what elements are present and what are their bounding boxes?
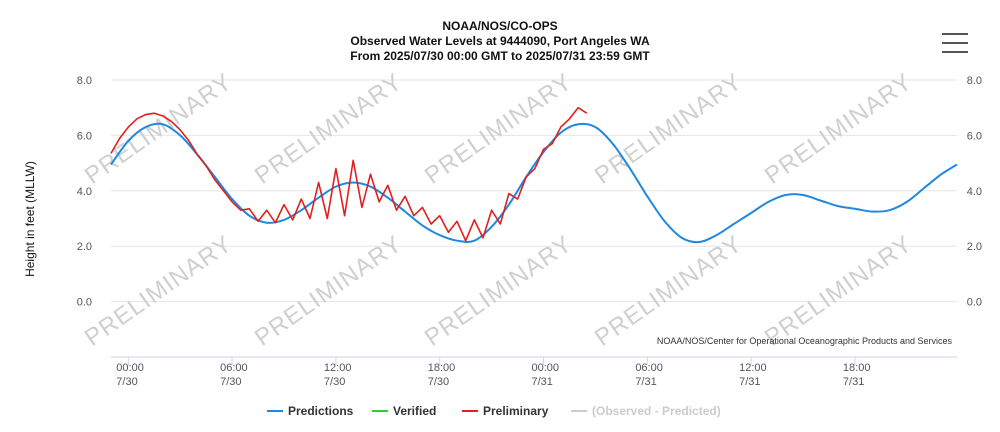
x-tick-time: 18:00 (428, 362, 456, 374)
hamburger-menu-icon[interactable] (938, 26, 972, 60)
x-tick-date: 7/30 (220, 376, 241, 388)
chart-title-line-2: Observed Water Levels at 9444090, Port A… (350, 34, 650, 48)
legend-item-preliminary[interactable]: Preliminary (462, 404, 549, 418)
preliminary-watermark: PRELIMINARY (80, 230, 237, 352)
y-tick-label-right: 0.0 (967, 297, 982, 309)
preliminary-watermark: PRELIMINARY (420, 230, 577, 352)
preliminary-watermark: PRELIMINARY (760, 230, 917, 352)
y-tick-label-right: 4.0 (967, 186, 982, 198)
y-tick-label-left: 8.0 (77, 75, 92, 87)
y-axis-title: Height in feet (MLLW) (23, 161, 37, 277)
preliminary-watermark: PRELIMINARY (590, 68, 747, 190)
preliminary-watermark: PRELIMINARY (250, 230, 407, 352)
preliminary-watermark: PRELIMINARY (250, 68, 407, 190)
preliminary-watermark: PRELIMINARY (760, 68, 917, 190)
legend-label-predictions: Predictions (288, 404, 354, 418)
legend-label-verified: Verified (393, 404, 436, 418)
x-tick-time: 00:00 (532, 362, 560, 374)
chart-title-line-3: From 2025/07/30 00:00 GMT to 2025/07/31 … (350, 49, 650, 63)
x-tick-date: 7/30 (116, 376, 137, 388)
legend-item-verified[interactable]: Verified (372, 404, 436, 418)
grid (111, 79, 957, 303)
x-tick-time: 06:00 (220, 362, 248, 374)
y-tick-label-left: 4.0 (77, 186, 92, 198)
y-tick-label-left: 0.0 (77, 297, 92, 309)
legend: Predictions Verified Preliminary (Observed … (267, 404, 721, 418)
x-tick-time: 12:00 (324, 362, 352, 374)
x-tick-date: 7/30 (428, 376, 449, 388)
x-tick-time: 12:00 (739, 362, 767, 374)
x-tick-date: 7/31 (843, 376, 864, 388)
series-layer (110, 106, 958, 244)
x-tick-time: 00:00 (116, 362, 144, 374)
legend-item-predictions[interactable]: Predictions (267, 404, 354, 418)
legend-label-preliminary: Preliminary (483, 404, 549, 418)
preliminary-watermark: PRELIMINARY (80, 68, 237, 190)
series-line-predictions (110, 122, 958, 244)
x-tick-time: 06:00 (635, 362, 663, 374)
chart-title-line-1: NOAA/NOS/CO-OPS (442, 19, 557, 33)
y-tick-label-left: 2.0 (77, 241, 92, 253)
x-tick-time: 18:00 (843, 362, 871, 374)
y-tick-label-right: 6.0 (967, 130, 982, 142)
y-tick-label-right: 2.0 (967, 241, 982, 253)
watermark-layer: PRELIMINARY PRELIMINARY PRELIMINARY PRELIMI… (80, 68, 917, 352)
preliminary-watermark: PRELIMINARY (590, 230, 747, 352)
legend-label-observed-predicted: (Observed - Predicted) (592, 404, 721, 418)
legend-item-observed-predicted[interactable]: (Observed - Predicted) (571, 404, 721, 418)
x-tick-date: 7/31 (532, 376, 553, 388)
x-tick-date: 7/30 (324, 376, 345, 388)
y-tick-label-left: 6.0 (77, 130, 92, 142)
series-line-preliminary (110, 106, 588, 242)
x-tick-date: 7/31 (635, 376, 656, 388)
x-tick-date: 7/31 (739, 376, 760, 388)
axes: 8.0 8.0 6.0 6.0 4.0 4.0 2.0 2.0 0.0 0.0 00:00 7/30 0… (77, 75, 982, 388)
chart-credit: NOAA/NOS/Center for Operational Oceanogr… (657, 336, 953, 346)
preliminary-watermark: PRELIMINARY (420, 68, 577, 190)
y-tick-label-right: 8.0 (967, 75, 982, 87)
